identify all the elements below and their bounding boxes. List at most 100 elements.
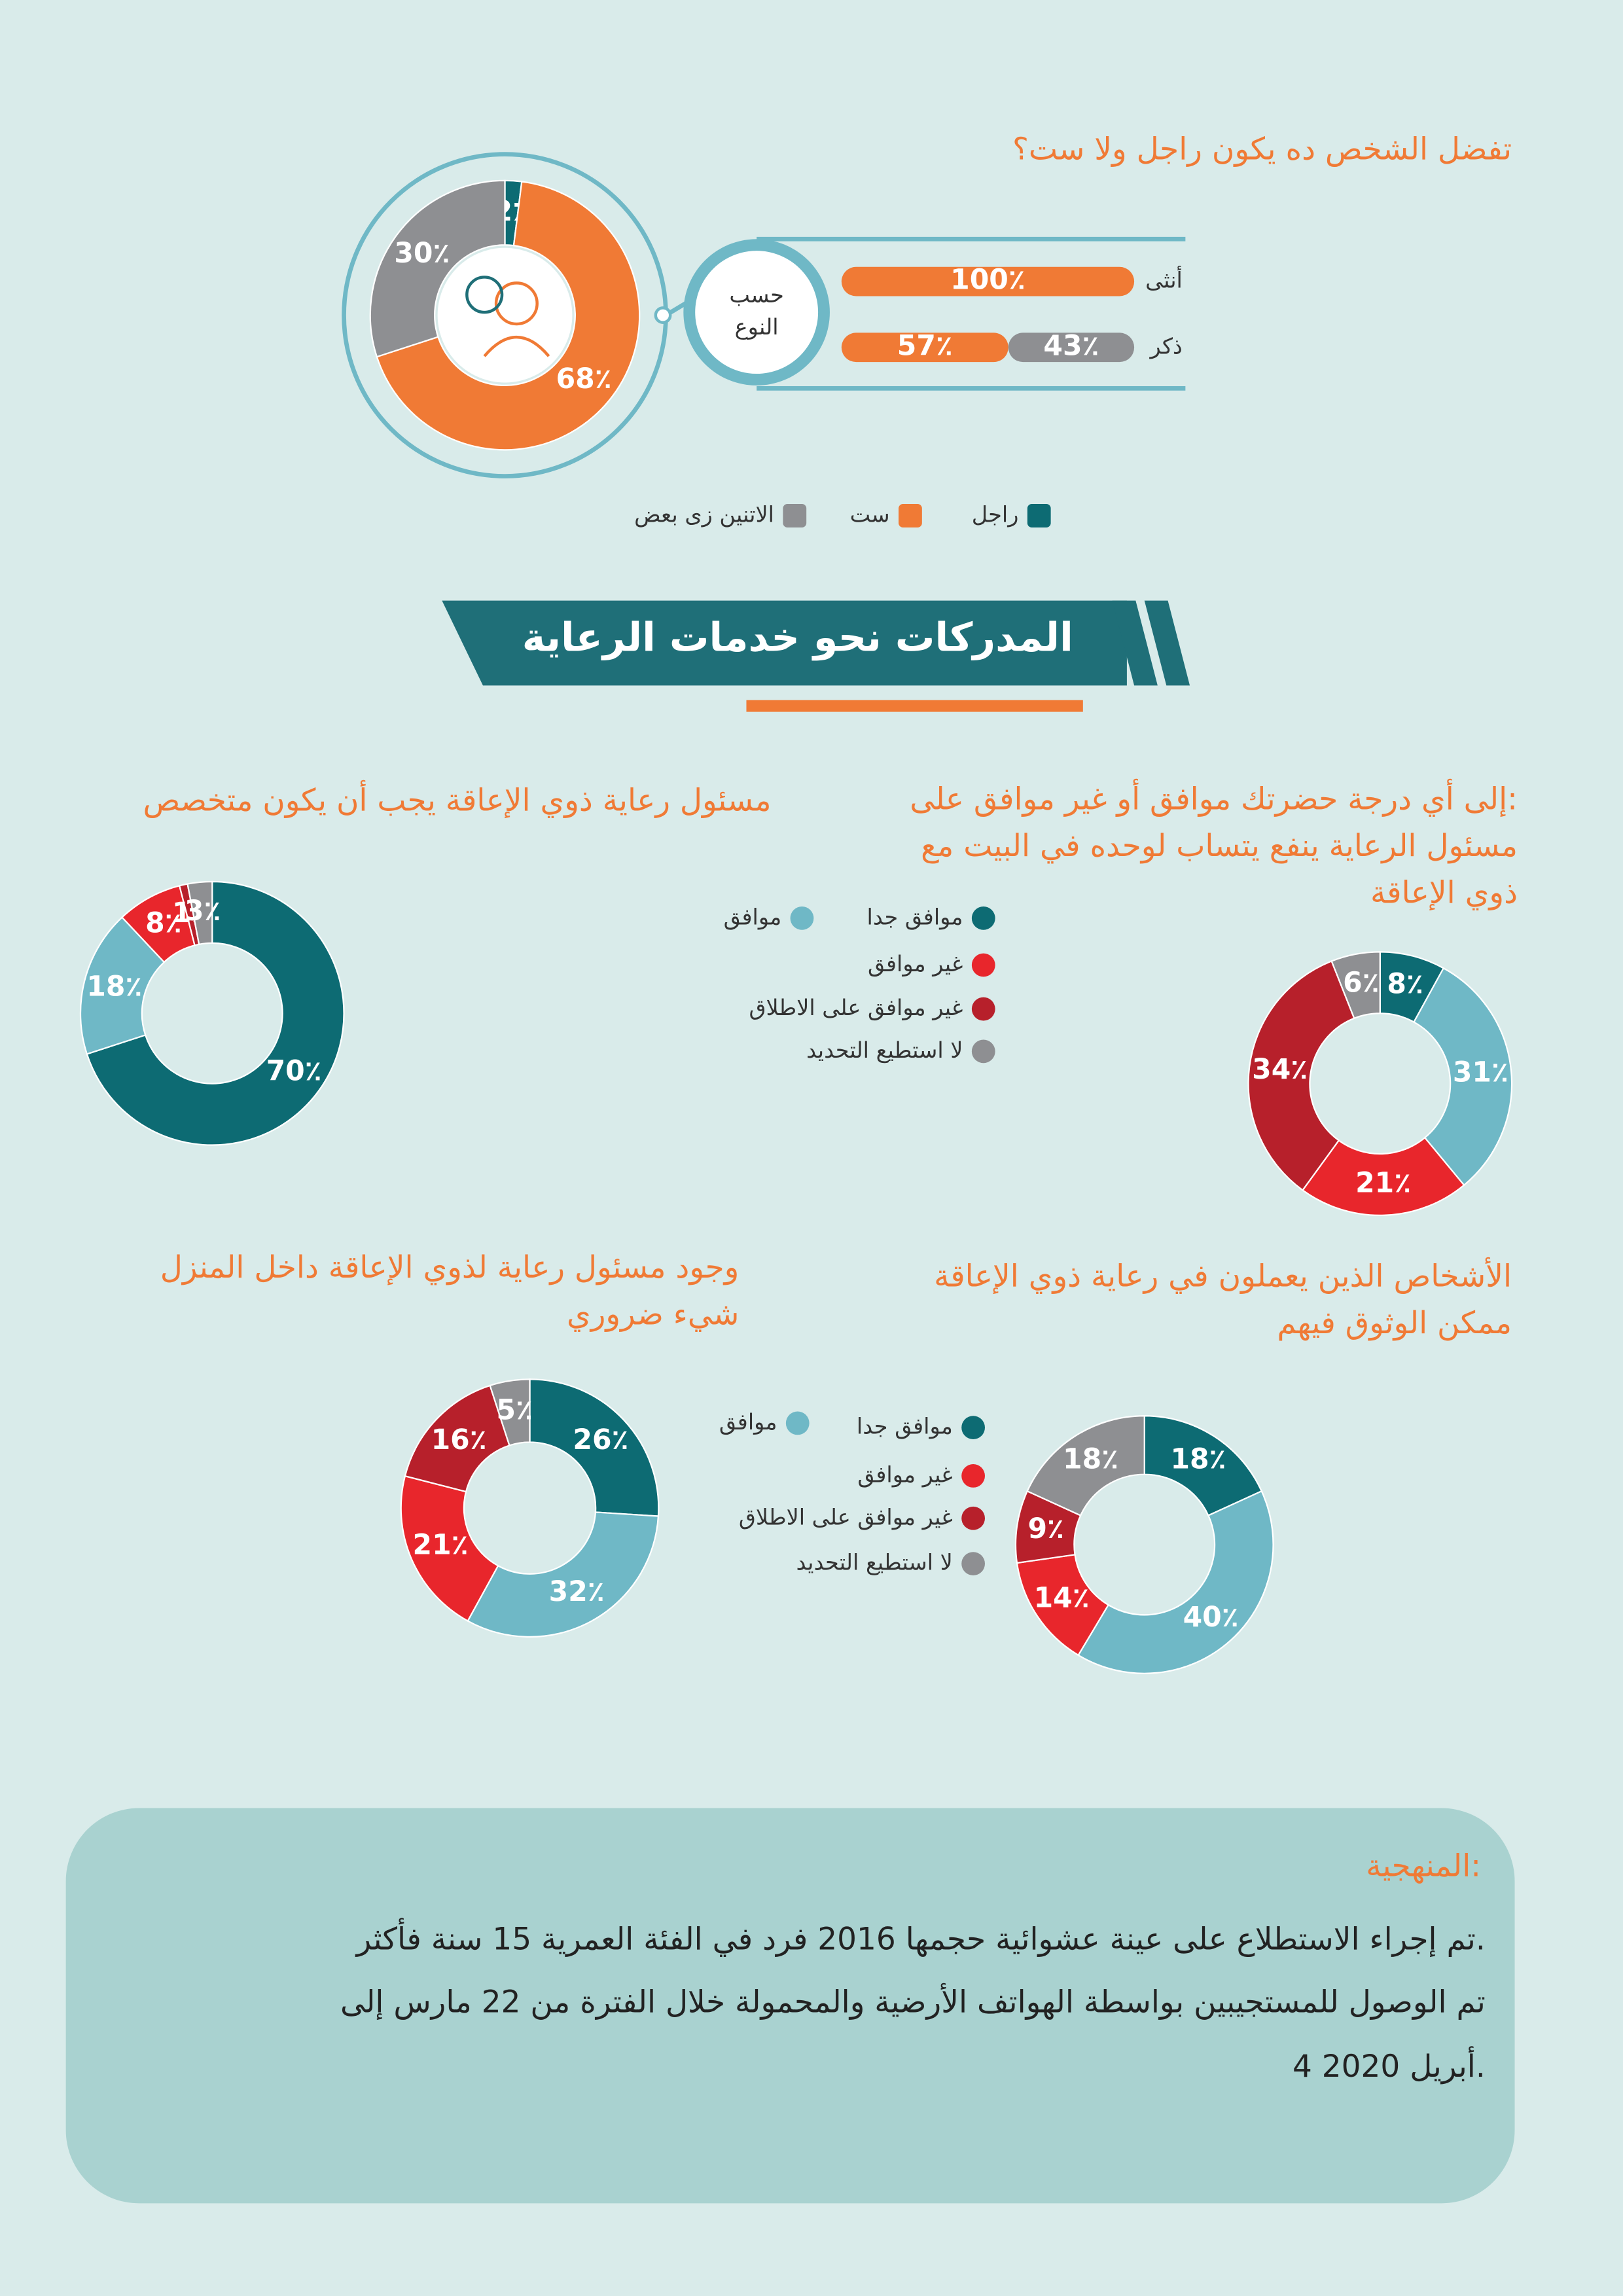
legend-swatch [971,906,995,930]
segment [1330,951,1381,1020]
legend-label: لا استطيع التحديد [806,1037,963,1063]
segment [1077,1490,1274,1674]
icon-head [465,276,504,314]
methodology-line: تم إجراء الاستطلاع على عينة عشوائية حجمه… [355,1918,1486,1958]
segment-label: 34٪ [1252,1054,1308,1086]
segment-label: 30٪ [394,238,450,270]
segment-label: 26٪ [573,1424,628,1456]
segment [187,880,213,946]
gender-badge [695,251,819,374]
legend-swatch [961,1506,985,1530]
icon-body [483,335,550,357]
connector-dot [654,306,672,324]
segment [1301,1136,1465,1216]
segment-label: 21٪ [1355,1167,1411,1199]
bar [841,266,1135,296]
segment [1143,1415,1263,1516]
legend-label: راجل [972,501,1019,527]
legend-swatch [961,1464,985,1488]
banner-stripe [1112,600,1158,686]
chart-title: شيء ضروري [567,1297,739,1333]
chart-title: مسئول الرعاية ينفع يتساب لوحده في البيت … [921,828,1518,864]
segment-label: 14٪ [1034,1583,1090,1615]
segment-label: 31٪ [1453,1057,1508,1089]
category-label: ذكر [1149,333,1182,359]
segment-label: 70٪ [266,1055,322,1087]
legend-label: موافق جدا [867,904,963,930]
segment-label: 3٪ [185,895,221,927]
bar [841,332,1008,363]
segment [86,880,345,1146]
legend-swatch [785,1411,810,1435]
chart-title: إلى أي درجة حضرتك موافق أو غير موافق على… [910,779,1518,817]
segment [400,1475,499,1623]
legend-swatch [790,906,814,930]
segment-label: 9٪ [1027,1513,1063,1545]
legend-label: موافق جدا [857,1414,953,1440]
category-label: أنثى [1145,266,1183,293]
legend-label: موافق [724,904,782,930]
legend-label: غير موافق على الاطلاق [749,995,963,1021]
legend-label: غير موافق على الاطلاق [739,1504,953,1530]
segment-label: 8٪ [1387,969,1423,1001]
segment-label: 18٪ [1170,1444,1226,1476]
section-title: المدركات نحو خدمات الرعاية [522,615,1073,661]
legend-label: الاتنين زى بعض [634,501,774,528]
legend-label: لا استطيع التحديد [796,1550,953,1575]
banner-stripe [1144,600,1190,686]
segment-label: 32٪ [549,1576,605,1608]
chart-title: مسئول رعاية ذوي الإعاقة يجب أن يكون متخص… [143,780,772,819]
legend-swatch [971,997,995,1021]
segment [529,1378,660,1517]
bar-label: 100٪ [950,264,1026,296]
segment-label: 21٪ [413,1530,469,1562]
banner [442,600,1127,686]
legend-swatch [961,1552,985,1575]
segment [489,1378,531,1446]
segment-label: 16٪ [431,1424,487,1456]
methodology-line: 4 أبريل 2020. [1293,2046,1486,2085]
segment [1247,960,1355,1191]
segment-label: 6٪ [1343,967,1379,999]
legend-swatch [971,1039,995,1064]
methodology-title: المنهجية: [1366,1848,1481,1884]
legend-swatch [971,953,995,977]
chart-title: حسب [729,282,784,308]
segment-label: 18٪ [86,971,142,1003]
banner-underline [746,700,1083,712]
chart-title: الأشخاص الذين يعملون في رعاية ذوي الإعاق… [934,1257,1512,1295]
legend-swatch [783,504,807,528]
legend-swatch [1027,504,1051,528]
legend-label: موافق [719,1409,777,1435]
chart-title: النوع [735,314,779,340]
segment [1026,1415,1145,1516]
legend-label: غير موافق [857,1462,952,1488]
segment-label: 18٪ [1063,1444,1118,1476]
icon-head [494,281,539,326]
chart-title: ذوي الإعاقة [1370,875,1518,911]
bar-label: 57٪ [897,330,953,362]
segment-label: 8٪ [145,908,181,940]
legend-label: غير موافق [868,951,963,977]
bar [1008,332,1135,363]
segment-label: 5٪ [497,1395,533,1427]
center [437,247,573,383]
segment-label: 40٪ [1183,1602,1239,1634]
legend-label: ست [850,501,890,527]
methodology-line: تم الوصول للمستجيبين بواسطة الهواتف الأر… [340,1982,1486,2020]
legend-swatch [961,1416,985,1440]
segment [1412,967,1513,1187]
chart-title: وجود مسئول رعاية لذوي الإعاقة داخل المنز… [160,1249,740,1285]
bar-label: 43٪ [1043,330,1099,362]
segment [376,181,641,451]
segment [467,1511,660,1638]
chart-title: تفضل الشخص ده يكون راجل ولا ست؟ [1012,132,1512,168]
segment [79,916,166,1055]
segment-label: 68٪ [556,363,612,395]
legend-swatch [899,504,922,528]
methodology-box [65,1808,1515,2204]
chart-title: ممكن الوثوق فيهم [1277,1305,1512,1341]
